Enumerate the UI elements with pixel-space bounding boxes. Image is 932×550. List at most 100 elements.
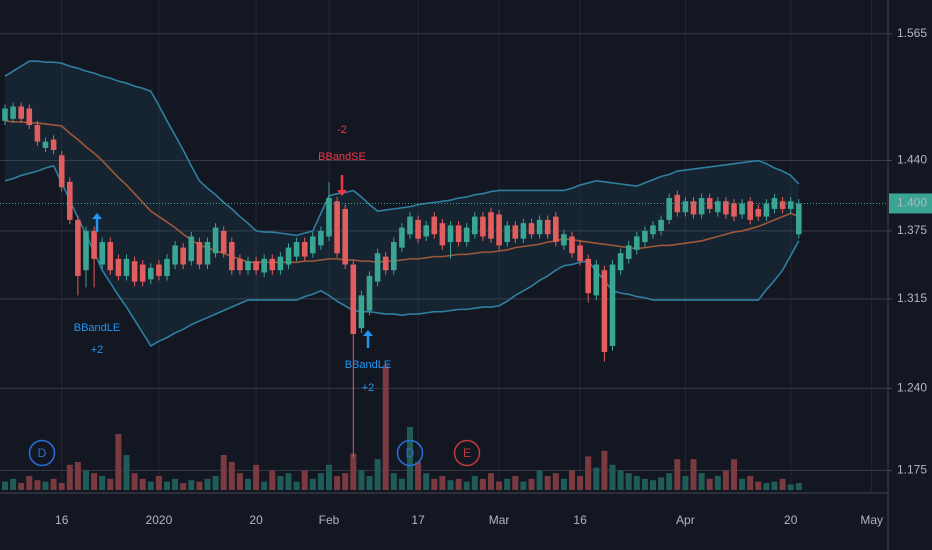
volume-bar [228,462,235,490]
volume-bar [147,481,154,490]
event-label: D [38,446,47,460]
candle-body [204,242,211,265]
candle-body [212,227,219,254]
candle-body [779,201,786,209]
event-label: D [406,446,415,460]
volume-bar [91,473,98,490]
volume-bar [196,481,203,490]
volume-bar [463,481,470,490]
volume-bar [66,464,73,490]
volume-bar [560,478,567,490]
candle-body [269,258,276,271]
candle-body [156,264,162,276]
volume-bar [722,470,729,490]
candle-body [609,264,616,346]
candle-body [528,223,535,235]
candle-body [658,219,664,231]
volume-bar [658,477,665,490]
candle-body [399,227,405,248]
volume-bar [83,470,89,490]
volume-bar [666,473,673,490]
candle-body [577,245,583,262]
volume-bar [107,478,114,490]
candle-body [172,245,178,265]
volume-bar [342,473,349,490]
volume-bar [488,473,494,490]
volume-bar [236,473,243,490]
volume-bar [212,476,219,490]
candle-body [245,261,251,271]
volume-bar [26,476,33,490]
volume-bar [131,473,138,490]
volume-bar [528,478,535,490]
x-tick-label: Mar [489,513,510,527]
candle-body [83,230,89,271]
volume-bar [188,480,195,490]
candle-body [358,295,365,329]
volume-bar [731,459,737,490]
candle-body [180,247,186,265]
x-tick-label: 16 [573,513,587,527]
x-tick-label: May [860,513,883,527]
volume-bar [390,473,397,490]
candle-body [512,225,519,239]
candle-body [731,203,737,217]
candle-body [285,247,292,265]
candle-body [301,242,308,257]
signal-label: BBandLE [345,359,391,371]
candle-body [455,225,462,243]
signal-label: BBandLE [74,322,120,334]
candle-body [407,216,413,235]
volume-bar [220,455,227,490]
candle-body [706,198,713,209]
candle-body [747,201,753,220]
volume-bar [601,450,608,490]
volume-bar [261,481,268,490]
candle-body [569,236,575,254]
candle-body [391,242,397,271]
candle-body [99,242,105,265]
candle-body [415,219,421,239]
volume-bar [407,427,413,490]
volume-bar [512,476,519,490]
candle-body [342,208,348,265]
candle-body [431,216,438,235]
candle-body [561,234,567,246]
candle-body [690,201,697,215]
volume-bar [99,476,106,490]
volume-bar [374,459,381,490]
volume-bar [650,480,656,490]
volume-bar [180,483,187,490]
candle-body [26,108,33,125]
candle-body [261,258,267,273]
candle-body [334,201,340,254]
candle-body [520,223,527,239]
candle-body [188,236,195,262]
candle-body [536,219,543,235]
volume-bar [139,478,146,490]
x-tick-label: 2020 [146,513,173,527]
candle-body [58,155,65,188]
candle-body [107,242,114,271]
volume-bar [706,478,713,490]
volume-bar [415,462,422,490]
candle-body [115,258,122,276]
volume-bar [172,478,179,490]
candle-body [91,230,97,259]
candle-body [593,264,600,296]
volume-bar [682,476,689,490]
volume-bar [755,481,762,490]
volume-bar [50,478,57,490]
candle-body [715,201,721,213]
volume-bar [245,478,251,490]
band-upper [4,60,800,237]
volume-bar [455,478,462,490]
candle-body [682,201,689,213]
candle-body [131,261,138,282]
volume-bar [569,470,575,490]
volume-bar [269,470,276,490]
volume-bar [577,476,584,490]
candle-body [277,256,284,271]
